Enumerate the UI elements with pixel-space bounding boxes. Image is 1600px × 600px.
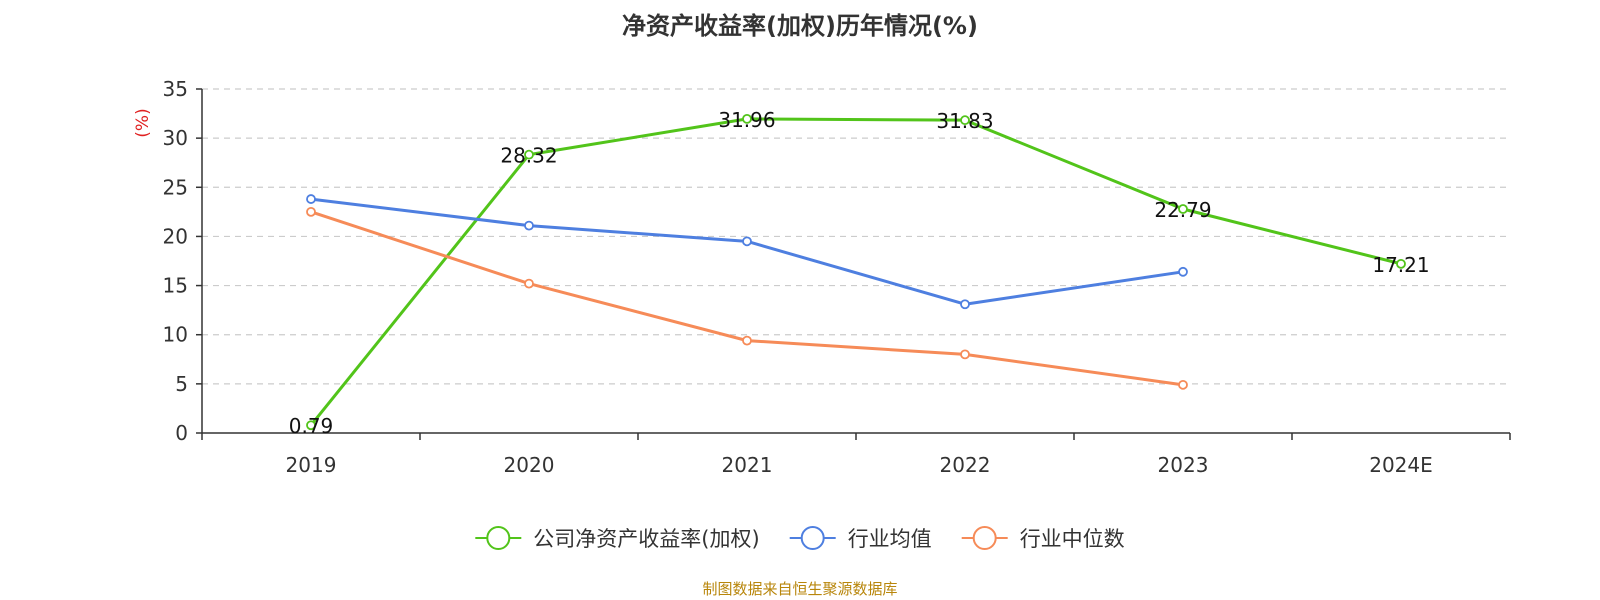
series-line: [309, 117, 1402, 427]
series-line: [310, 197, 1184, 306]
data-point: [742, 335, 752, 346]
y-tick-label: 10: [163, 323, 188, 347]
data-point: [306, 420, 316, 431]
data-point: [1178, 266, 1188, 277]
data-point: [1178, 379, 1188, 390]
data-point: [1396, 258, 1406, 269]
data-point: [960, 349, 970, 360]
x-tick-label: 2019: [286, 453, 337, 477]
y-axis-label: (%): [133, 108, 153, 137]
y-tick-label: 5: [175, 372, 188, 396]
data-point: [306, 194, 316, 204]
legend-item: 行业均值: [848, 527, 932, 551]
legend: 公司净资产收益率(加权) 行业均值 行业中位数: [475, 526, 1125, 551]
chart-title: 净资产收益率(加权)历年情况(%): [622, 12, 978, 40]
data-label: 0.79: [289, 414, 334, 438]
y-tick-label: 35: [163, 77, 188, 101]
series-lines: [306, 113, 1406, 431]
data-point: [960, 299, 970, 310]
data-point: [960, 115, 970, 126]
x-tick-label: 2024E: [1369, 453, 1433, 477]
legend-marker: [486, 526, 511, 550]
data-point: [742, 236, 752, 247]
data-label: 31.96: [718, 108, 775, 132]
x-tick-label: 2020: [504, 453, 555, 477]
data-point: [524, 149, 534, 160]
axes: 0 5 10 15 20 25 30 35 2019 2020 2021 2022 2023 2024E (…: [133, 77, 1511, 477]
y-tick-label: 20: [163, 224, 188, 248]
x-tick-label: 2023: [1158, 453, 1209, 477]
data-point: [306, 206, 316, 217]
y-tick-label: 30: [163, 126, 188, 150]
data-point: [524, 278, 534, 289]
y-tick-label: 0: [175, 421, 188, 445]
data-label: 22.79: [1154, 198, 1211, 222]
x-tick-label: 2021: [722, 453, 773, 477]
data-label: 31.83: [936, 109, 993, 133]
y-tick-label: 15: [163, 274, 188, 298]
legend-marker: [972, 526, 997, 550]
data-point: [1178, 204, 1188, 214]
data-labels: 0.79 28.32 31.96 31.83 22.79 17.21: [289, 108, 1430, 438]
y-tick-label: 25: [163, 175, 188, 199]
legend-item: 行业中位数: [1020, 527, 1125, 551]
data-point: [524, 220, 534, 231]
source-note: 制图数据来自恒生聚源数据库: [702, 580, 898, 598]
data-label: 17.21: [1372, 253, 1429, 277]
grid-lines: [202, 88, 1510, 385]
legend-item: 公司净资产收益率(加权): [533, 527, 759, 551]
legend-marker: [800, 526, 825, 550]
data-label: 28.32: [500, 144, 557, 168]
data-point: [742, 113, 752, 124]
x-tick-label: 2022: [940, 453, 991, 477]
